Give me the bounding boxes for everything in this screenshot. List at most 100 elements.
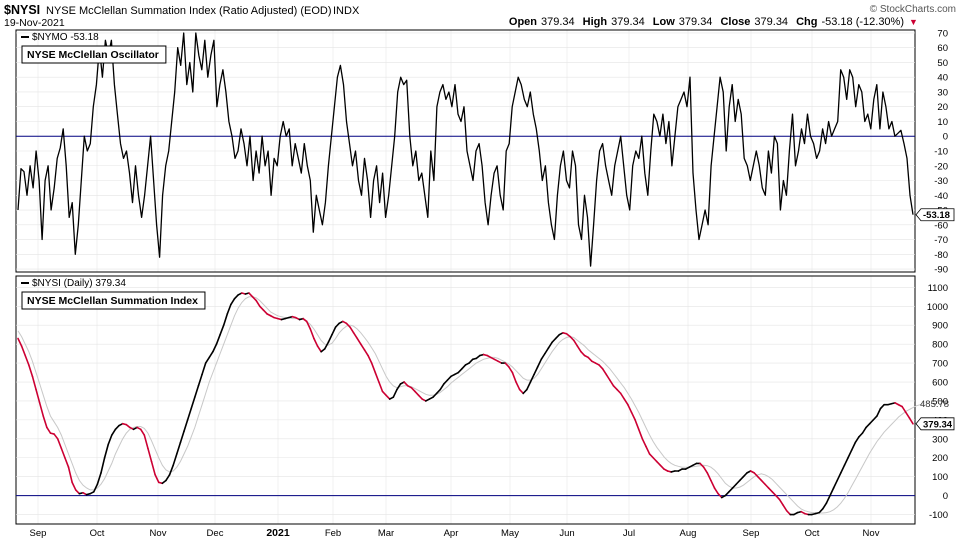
summation-segment-down bbox=[24, 354, 30, 366]
summation-segment-down bbox=[352, 331, 359, 340]
summation-segment-down bbox=[710, 479, 716, 489]
summation-segment-up bbox=[742, 472, 748, 478]
ohlc-label: Close bbox=[720, 16, 750, 28]
summation-y-tick-label: 100 bbox=[932, 472, 948, 483]
summation-panel: 110010009008007006005004003002001000-100… bbox=[15, 275, 955, 525]
summation-segment-down bbox=[46, 426, 52, 434]
summation-y-tick-label: 800 bbox=[932, 340, 948, 351]
summation-segment-up bbox=[172, 453, 178, 467]
summation-segment-up bbox=[872, 415, 878, 421]
summation-segment-down bbox=[634, 419, 640, 431]
summation-y-tick-label: -100 bbox=[929, 510, 948, 521]
oscillator-y-tick-label: -60 bbox=[934, 220, 948, 231]
summation-segment-down bbox=[363, 349, 369, 357]
summation-segment-up bbox=[201, 362, 207, 376]
summation-segment-up bbox=[197, 373, 203, 387]
summation-segment-up bbox=[435, 388, 442, 395]
summation-segment-down bbox=[251, 296, 257, 302]
summation-segment-down bbox=[767, 487, 774, 493]
summation-segment-up bbox=[540, 352, 546, 361]
summation-segment-up bbox=[526, 381, 532, 391]
summation-segment-up bbox=[735, 479, 741, 486]
summation-segment-down bbox=[706, 472, 712, 482]
summation-segment-up bbox=[190, 396, 196, 410]
summation-y-tick-label: 300 bbox=[932, 434, 948, 445]
oscillator-y-tick-label: 30 bbox=[937, 87, 948, 98]
summation-y-tick-label: 500 bbox=[932, 396, 948, 407]
summation-segment-up bbox=[533, 366, 539, 376]
summation-segment-down bbox=[370, 362, 377, 374]
summation-segment-down bbox=[641, 438, 647, 448]
summation-segment-up bbox=[728, 487, 734, 493]
summation-ma-line bbox=[17, 296, 924, 514]
summation-segment-down bbox=[757, 475, 763, 482]
summation-segment-down bbox=[637, 428, 644, 440]
summation-segment-down bbox=[504, 362, 510, 368]
summation-segment-up bbox=[179, 430, 185, 444]
summation-segment-down bbox=[309, 328, 315, 340]
summation-segment-up bbox=[724, 491, 730, 497]
summation-segment-up bbox=[175, 441, 182, 455]
summation-segment-down bbox=[775, 494, 781, 501]
summation-segment-down bbox=[154, 473, 160, 484]
summation-segment-down bbox=[753, 472, 759, 478]
summation-segment-down bbox=[403, 381, 409, 387]
summation-segment-down bbox=[655, 460, 662, 467]
summation-segment-down bbox=[313, 337, 319, 347]
summation-segment-down bbox=[35, 388, 41, 404]
summation-segment-up bbox=[323, 341, 330, 350]
x-tick-label: 2021 bbox=[266, 527, 290, 539]
oscillator-y-tick-label: -90 bbox=[934, 265, 948, 276]
summation-segment-up bbox=[876, 407, 882, 417]
oscillator-panel: 706050403020100-10-20-30-40-50-60-70-80-… bbox=[15, 28, 955, 276]
summation-segment-up bbox=[879, 403, 885, 410]
exchange-label: INDX bbox=[333, 5, 360, 17]
summation-segment-down bbox=[17, 337, 23, 347]
summation-segment-up bbox=[186, 407, 193, 421]
x-tick-label: Jul bbox=[623, 528, 635, 539]
summation-segment-up bbox=[457, 367, 463, 374]
chg-down-arrow-icon: ▼ bbox=[909, 17, 918, 27]
ohlc-value: -53.18 (-12.30%) bbox=[821, 16, 904, 28]
oscillator-legend: $NYMO -53.18 bbox=[32, 32, 99, 43]
summation-segment-down bbox=[28, 364, 34, 378]
summation-segment-down bbox=[67, 466, 73, 484]
oscillator-y-tick-label: -70 bbox=[934, 235, 948, 246]
summation-legend: $NYSI (Daily) 379.34 bbox=[32, 278, 126, 289]
x-tick-label: Mar bbox=[378, 528, 394, 539]
summation-segment-down bbox=[305, 320, 312, 330]
summation-segment-down bbox=[572, 339, 579, 347]
summation-segment-up bbox=[843, 456, 849, 467]
summation-segment-down bbox=[760, 479, 766, 486]
summation-segment-down bbox=[508, 366, 514, 374]
summation-segment-up bbox=[858, 432, 864, 438]
summation-segment-down bbox=[627, 403, 633, 414]
summation-segment-up bbox=[836, 472, 842, 482]
summation-segment-up bbox=[392, 388, 398, 398]
summation-segment-up bbox=[832, 479, 839, 489]
summation-segment-up bbox=[554, 333, 561, 340]
summation-segment-up bbox=[230, 297, 236, 306]
oscillator-y-tick-label: -40 bbox=[934, 191, 948, 202]
summation-segment-down bbox=[316, 345, 322, 353]
summation-segment-down bbox=[785, 509, 792, 516]
ohlc-label: Open bbox=[509, 16, 537, 28]
summation-segment-down bbox=[143, 434, 149, 450]
summation-segment-up bbox=[204, 356, 211, 364]
summation-segment-up bbox=[439, 383, 445, 391]
summation-segment-down bbox=[652, 456, 658, 463]
summation-segment-up bbox=[111, 428, 117, 436]
summation-segment-up bbox=[114, 424, 120, 431]
x-tick-label: Jun bbox=[559, 528, 574, 539]
summation-segment-down bbox=[908, 417, 914, 425]
summation-segment-down bbox=[699, 462, 705, 469]
summation-y-tick-label: 1100 bbox=[928, 283, 948, 294]
summation-y-tick-label: 1000 bbox=[927, 302, 948, 313]
summation-segment-up bbox=[847, 449, 853, 459]
summation-last-value-tag bbox=[915, 417, 955, 431]
summation-segment-down bbox=[374, 371, 380, 383]
summation-segment-up bbox=[212, 343, 218, 353]
oscillator-last-value-tag bbox=[915, 208, 955, 222]
summation-segment-up bbox=[327, 333, 333, 344]
